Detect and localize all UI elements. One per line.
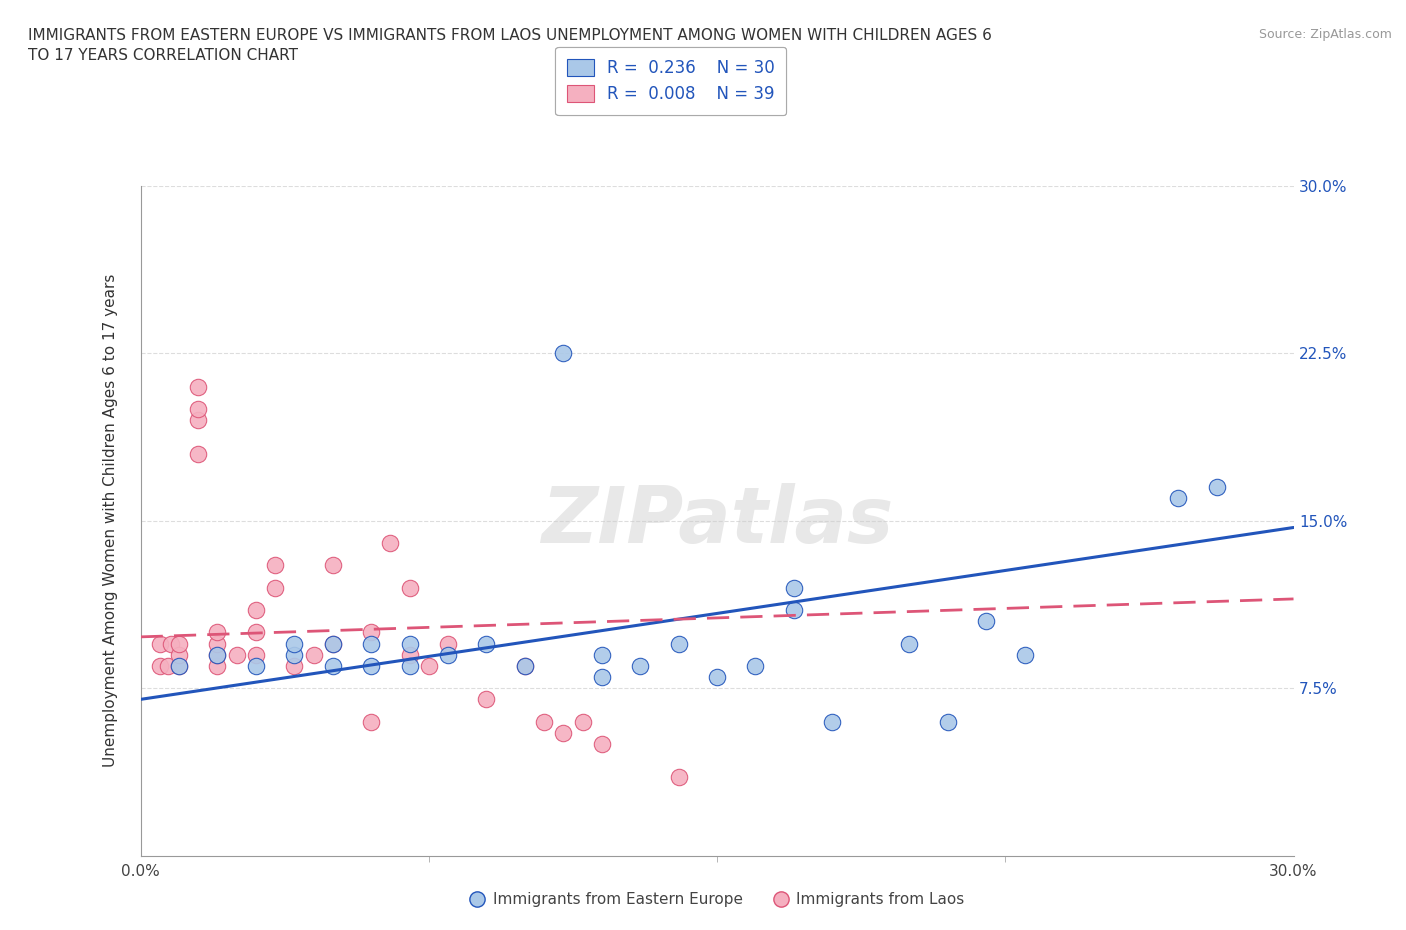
Point xyxy=(1167,491,1189,506)
Point xyxy=(167,658,190,673)
Point xyxy=(360,636,382,651)
Point xyxy=(974,614,997,629)
Point xyxy=(475,636,498,651)
Point xyxy=(744,658,766,673)
Point xyxy=(225,647,247,662)
Point xyxy=(264,558,287,573)
Y-axis label: Unemployment Among Women with Children Ages 6 to 17 years: Unemployment Among Women with Children A… xyxy=(104,274,118,767)
Point xyxy=(187,379,209,394)
Point xyxy=(245,658,267,673)
Point xyxy=(553,725,575,740)
Point xyxy=(513,658,536,673)
Point xyxy=(360,625,382,640)
Point xyxy=(398,636,420,651)
Point xyxy=(322,658,344,673)
Legend: Immigrants from Eastern Europe, Immigrants from Laos: Immigrants from Eastern Europe, Immigran… xyxy=(464,886,970,913)
Point xyxy=(207,647,229,662)
Point xyxy=(156,658,179,673)
Point xyxy=(398,658,420,673)
Point xyxy=(668,770,690,785)
Point xyxy=(706,670,728,684)
Point xyxy=(149,636,172,651)
Text: Source: ZipAtlas.com: Source: ZipAtlas.com xyxy=(1258,28,1392,41)
Point xyxy=(553,346,575,361)
Point xyxy=(207,636,229,651)
Point xyxy=(437,636,460,651)
Point xyxy=(398,647,420,662)
Text: ZIPatlas: ZIPatlas xyxy=(541,483,893,559)
Point xyxy=(1014,647,1036,662)
Point xyxy=(322,636,344,651)
Point xyxy=(264,580,287,595)
Point xyxy=(245,647,267,662)
Point xyxy=(187,413,209,428)
Point xyxy=(167,647,190,662)
Point xyxy=(207,647,229,662)
Point xyxy=(898,636,921,651)
Point xyxy=(245,603,267,618)
Legend: R =  0.236    N = 30, R =  0.008    N = 39: R = 0.236 N = 30, R = 0.008 N = 39 xyxy=(555,47,786,115)
Point xyxy=(360,658,382,673)
Point xyxy=(187,402,209,417)
Point xyxy=(783,603,806,618)
Point xyxy=(302,647,325,662)
Point xyxy=(513,658,536,673)
Point xyxy=(437,647,460,662)
Point xyxy=(283,647,305,662)
Point xyxy=(936,714,959,729)
Point xyxy=(628,658,651,673)
Point xyxy=(783,580,806,595)
Point xyxy=(475,692,498,707)
Point xyxy=(398,580,420,595)
Point xyxy=(571,714,593,729)
Point xyxy=(668,636,690,651)
Point xyxy=(591,647,613,662)
Point xyxy=(187,446,209,461)
Point xyxy=(380,536,402,551)
Point xyxy=(167,636,190,651)
Point xyxy=(283,636,305,651)
Point xyxy=(160,636,183,651)
Point xyxy=(207,625,229,640)
Point xyxy=(245,625,267,640)
Point xyxy=(149,658,172,673)
Point xyxy=(533,714,555,729)
Point xyxy=(207,658,229,673)
Point xyxy=(591,737,613,751)
Point xyxy=(322,558,344,573)
Point xyxy=(360,714,382,729)
Point xyxy=(1205,480,1227,495)
Point xyxy=(322,636,344,651)
Point xyxy=(591,670,613,684)
Point xyxy=(283,658,305,673)
Point xyxy=(418,658,440,673)
Text: IMMIGRANTS FROM EASTERN EUROPE VS IMMIGRANTS FROM LAOS UNEMPLOYMENT AMONG WOMEN : IMMIGRANTS FROM EASTERN EUROPE VS IMMIGR… xyxy=(28,28,993,62)
Point xyxy=(821,714,844,729)
Point xyxy=(167,658,190,673)
